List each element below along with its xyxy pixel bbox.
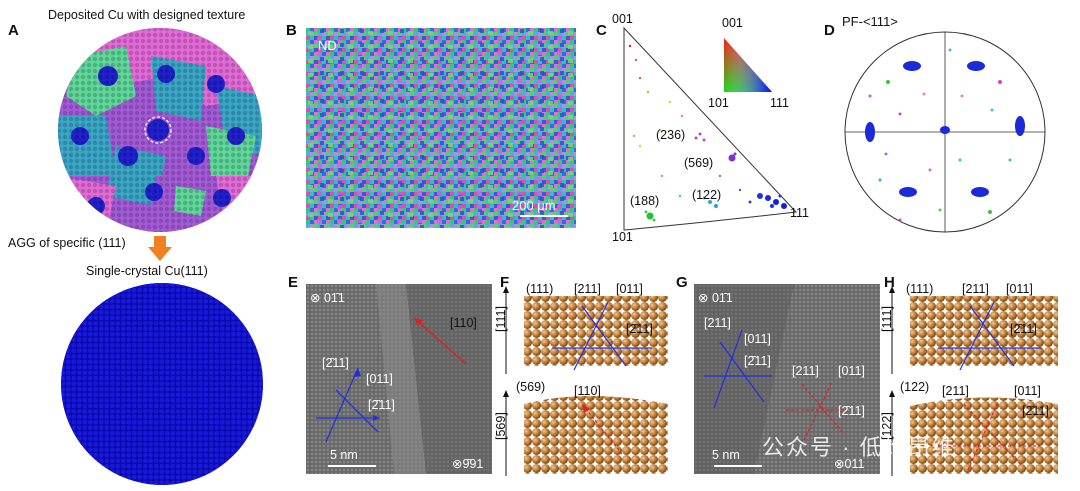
- g-dir-b: [011]: [744, 332, 771, 346]
- h-top-plane: (111): [906, 282, 934, 296]
- g-zone-axis-bottom: ⊗011: [834, 457, 865, 471]
- atomic-model-h: [889, 286, 1058, 476]
- e-zone-axis-bottom: ⊗9̄91: [452, 457, 484, 471]
- g-dir-a: [211]: [704, 316, 731, 330]
- g-dir-f: [2̄11]: [838, 404, 865, 418]
- panel-b-letter: B: [286, 22, 297, 39]
- tem-image-g: [694, 284, 880, 474]
- h-bottom-d1: [211]: [942, 384, 969, 398]
- h-bottom-d2: [011]: [1014, 384, 1041, 398]
- ipf-corner-001: 001: [612, 12, 633, 26]
- ipf-scatter: [628, 44, 787, 222]
- highlighted-grain-ring: [144, 116, 172, 144]
- h-top-d3: [2̄11]: [1010, 322, 1037, 336]
- panel-a-top-caption: Deposited Cu with designed texture: [48, 8, 246, 22]
- h-top-axis: [111]: [880, 306, 894, 332]
- panel-h-letter: H: [884, 274, 895, 291]
- ipf-corner-111: 111: [790, 206, 810, 220]
- key-corner-101: 101: [708, 96, 729, 110]
- ipf-pole-236: (236): [656, 128, 686, 142]
- ipf-corner-101: 101: [612, 230, 633, 244]
- panel-d-letter: D: [824, 22, 835, 39]
- ipf-pole-122: (122): [692, 188, 722, 202]
- e-dir-110: [110]: [450, 316, 477, 330]
- pole-figure-111: [844, 31, 1046, 233]
- f-top-d2: [011]: [616, 282, 643, 296]
- ipf-color-key: [724, 38, 772, 92]
- panel-a-bottom-caption: Single-crystal Cu(111): [86, 264, 208, 278]
- panel-c-letter: C: [596, 22, 607, 39]
- e-dir-b: [011]: [366, 372, 393, 386]
- deposited-cu-grain-map: [58, 28, 262, 232]
- panel-e-letter: E: [288, 274, 299, 291]
- panel-a-letter: A: [8, 22, 19, 39]
- f-bottom-d1: [110]: [574, 384, 601, 398]
- ipf-pole-569: (569): [684, 156, 714, 170]
- g-dir-e: [011]: [838, 364, 865, 378]
- h-bottom-plane: (122): [900, 380, 930, 394]
- tem-image-e: [306, 284, 492, 474]
- panel-g-letter: G: [676, 274, 688, 291]
- f-top-d3: [2̄11]: [626, 322, 653, 336]
- key-corner-001: 001: [722, 16, 743, 30]
- panel-a-middle-caption: AGG of specific (111): [8, 236, 126, 250]
- f-top-axis: [111]: [494, 306, 508, 332]
- e-dir-a: [2̄11]: [322, 356, 349, 370]
- inverse-pole-figure: [623, 26, 798, 231]
- g-scalebar-label: 5 nm: [712, 448, 740, 462]
- f-bottom-plane: (569): [516, 380, 546, 394]
- h-top-d1: [211]: [962, 282, 989, 296]
- panel-f-letter: F: [500, 274, 510, 291]
- g-dir-d: [211]: [792, 364, 819, 378]
- e-dir-c: [2̄11]: [368, 398, 395, 412]
- panel-b-scalebar-label: 200 μm: [512, 198, 556, 213]
- atomic-model-f: [503, 286, 668, 476]
- f-bottom-axis: [569]: [494, 412, 508, 440]
- ipf-pole-188: (188): [630, 194, 660, 208]
- panel-b-nd-tag: ND: [318, 38, 337, 53]
- ebsd-orientation-map: [306, 28, 576, 228]
- e-zone-axis-top: ⊗ 01̄1: [310, 291, 345, 305]
- watermark-text: 公众号 · 低维昂维: [762, 435, 956, 460]
- key-corner-111: 111: [770, 96, 790, 110]
- f-top-d1: [211]: [574, 282, 601, 296]
- g-dir-c: [2̄11]: [744, 354, 771, 368]
- down-arrow-icon: [148, 236, 172, 261]
- pole-figure-title: PF-<111>: [842, 14, 898, 29]
- h-bottom-d3: [2̄11]: [1022, 404, 1049, 418]
- single-crystal-cu-disk: [61, 283, 263, 485]
- e-scalebar-label: 5 nm: [330, 448, 358, 462]
- f-top-plane: (111): [526, 282, 554, 296]
- g-zone-axis-top: ⊗ 01̄1: [698, 291, 733, 305]
- h-top-d2: [011]: [1006, 282, 1033, 296]
